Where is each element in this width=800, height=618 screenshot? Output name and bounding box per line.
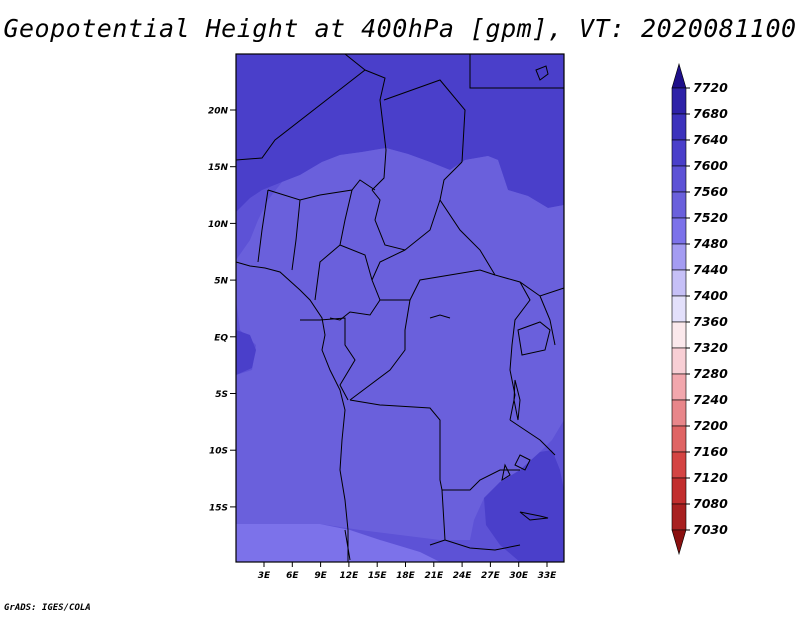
lat-tick-label: 15N [208,163,229,173]
colorbar: 7720 7680 7640 7600 7560 7520 7480 7440 7400 7360… [671,62,728,556]
colorbar-swatch [671,217,687,245]
contour-7560-interior [236,148,564,540]
contour-7640-west [236,330,256,375]
contour-7640-north [236,54,564,212]
lon-tick-label: 6E [286,571,299,581]
colorbar-label: 7030 [693,522,728,537]
coastline [235,261,349,562]
contour-7640-southeast [484,450,564,562]
latitude-axis: 20N 15N 10N 5N EQ 5S 10S 15S [208,107,236,513]
colorbar-label: 7400 [693,288,728,303]
colorbar-label: 7480 [693,236,728,251]
lat-tick-label: 10S [209,447,228,457]
lat-tick-label: 5S [215,390,228,400]
country-borders [235,53,565,561]
lat-tick-label: 5N [214,277,228,287]
colorbar-swatch [671,477,687,505]
colorbar-swatch [671,191,687,219]
colorbar-swatch [671,87,687,115]
lon-tick-label: 27E [481,571,501,581]
lon-tick-label: 15E [368,571,388,581]
colorbar-swatch [671,321,687,349]
lon-tick-label: 18E [396,571,416,581]
lat-tick-label: 20N [208,107,229,117]
lon-tick-label: 33E [538,571,558,581]
colorbar-label: 7240 [693,392,728,407]
colorbar-swatch [671,373,687,401]
colorbar-swatch [671,295,687,323]
colorbar-bottom-triangle [671,529,687,556]
colorbar-label: 7560 [693,184,728,199]
colorbar-label: 7520 [693,210,728,225]
colorbar-swatch [671,347,687,375]
lon-tick-label: 21E [424,571,444,581]
colorbar-swatch [671,269,687,297]
colorbar-top-triangle [671,62,687,89]
colorbar-swatch [671,139,687,167]
lon-tick-label: 12E [340,571,360,581]
lon-tick-label: 30E [509,571,529,581]
colorbar-label: 7600 [693,158,728,173]
lakes [429,65,549,521]
colorbar-swatch [671,425,687,453]
colorbar-label: 7640 [693,132,728,147]
colorbar-label: 7720 [693,80,728,95]
colorbar-swatch [671,503,687,531]
lat-tick-label: EQ [214,333,228,343]
colorbar-label: 7360 [693,314,728,329]
lon-tick-label: 3E [258,571,271,581]
longitude-axis: 3E 6E 9E 12E 15E 18E 21E 24E 27E 30E 33E [258,562,557,581]
colorbar-swatch [671,399,687,427]
colorbar-label: 7320 [693,340,728,355]
lat-tick-label: 10N [208,220,229,230]
colorbar-label: 7120 [693,470,728,485]
contour-7520-south [236,524,440,562]
colorbar-swatch [671,243,687,271]
lon-tick-label: 9E [314,571,327,581]
colorbar-label: 7200 [693,418,728,433]
lat-tick-label: 15S [209,503,228,513]
colorbar-label: 7440 [693,262,728,277]
colorbar-label: 7080 [693,496,728,511]
chart-title: Geopotential Height at 400hPa [gpm], VT:… [3,14,797,43]
map-plot [235,53,565,563]
colorbar-swatch [671,451,687,479]
colorbar-label: 7680 [693,106,728,121]
colorbar-label: 7280 [693,366,728,381]
plot-frame [235,53,565,563]
grads-credit: GrADS: IGES/COLA [4,603,91,613]
colorbar-swatch [671,165,687,193]
colorbar-swatch [671,113,687,141]
colorbar-label: 7160 [693,444,728,459]
lon-tick-label: 24E [453,571,473,581]
